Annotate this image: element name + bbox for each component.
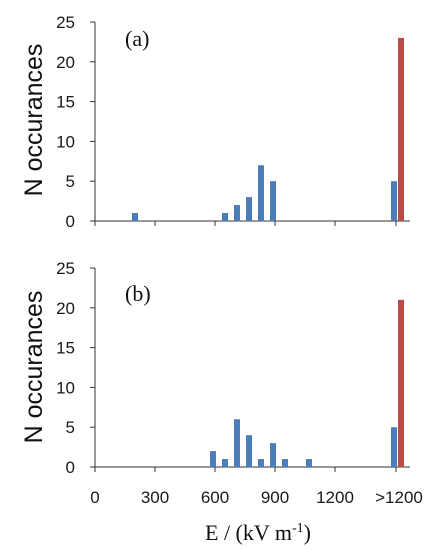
- y-tick-label: 0: [66, 458, 75, 477]
- bar: [398, 37, 404, 221]
- bars: [132, 37, 404, 221]
- bar: [398, 299, 404, 467]
- x-axis-label: E / (kV m-1): [205, 520, 311, 545]
- x-tick-label: 1200: [316, 488, 354, 507]
- bar: [222, 213, 228, 221]
- bar: [234, 419, 240, 467]
- x-tick-marks: [94, 467, 397, 472]
- x-axis-label-main: E / (kV m: [205, 520, 292, 545]
- x-tick-label: 600: [201, 488, 229, 507]
- x-tick-marks: [94, 221, 397, 226]
- bar: [282, 459, 288, 467]
- y-tick-label: 15: [56, 93, 75, 112]
- x-axis-label-close: ): [304, 520, 311, 545]
- y-tick-labels: 0 5 10 15 20 25: [56, 13, 95, 231]
- x-tick-labels: 0 300 600 900 1200 >1200: [90, 488, 423, 507]
- y-tick-label: 10: [56, 132, 75, 151]
- bars: [210, 299, 404, 467]
- bar: [258, 459, 264, 467]
- x-axis-label-superscript: -1: [292, 521, 304, 536]
- bar: [270, 443, 276, 467]
- bar: [246, 435, 252, 467]
- y-tick-label: 25: [56, 259, 75, 278]
- y-tick-label: 10: [56, 378, 75, 397]
- y-axis-label-b: N occurances: [20, 291, 48, 444]
- panel-label-b: (b): [125, 281, 151, 306]
- chart-panel-b: (b) 0 5 10 15 20 25 0 300 600 900 1200 >1200 N occ…: [20, 259, 423, 507]
- x-tick-label: 0: [90, 488, 99, 507]
- y-tick-label: 20: [56, 299, 75, 318]
- panel-label-a: (a): [125, 26, 149, 51]
- x-tick-label: 300: [141, 488, 169, 507]
- x-tick-label: >1200: [375, 488, 423, 507]
- y-tick-labels: 0 5 10 15 20 25: [56, 259, 95, 477]
- y-tick-label: 25: [56, 13, 75, 32]
- bar: [246, 197, 252, 221]
- y-tick-label: 20: [56, 53, 75, 72]
- bar: [270, 181, 276, 221]
- y-tick-label: 5: [66, 172, 75, 191]
- y-axis-label-a: N occurances: [20, 44, 48, 197]
- y-tick-label: 15: [56, 339, 75, 358]
- y-tick-label: 0: [66, 212, 75, 231]
- chart-panel-a: (a) 0 5 10 15 20 25 N occurances: [20, 13, 410, 231]
- x-tick-label: 900: [261, 488, 289, 507]
- y-tick-label: 5: [66, 418, 75, 437]
- bar: [306, 459, 312, 467]
- bar: [222, 459, 228, 467]
- bar: [391, 427, 397, 467]
- bar: [234, 205, 240, 221]
- bar: [258, 165, 264, 221]
- bar: [391, 181, 397, 221]
- bar: [132, 213, 138, 221]
- bar: [210, 451, 216, 467]
